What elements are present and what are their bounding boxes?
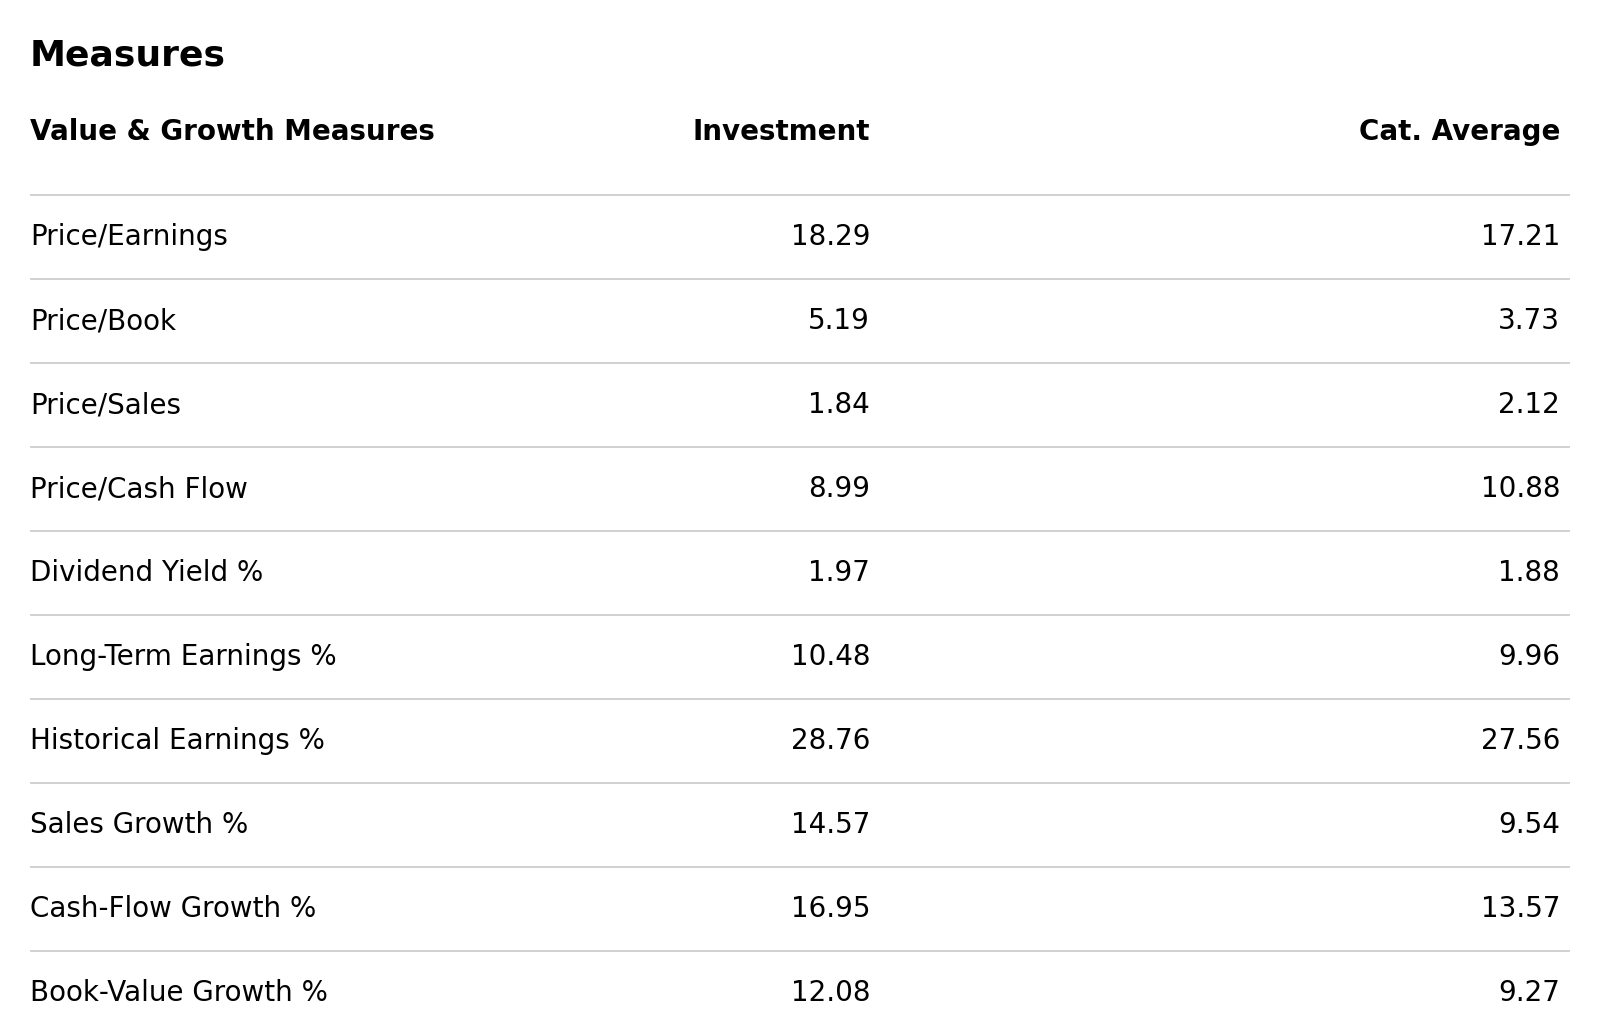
- Text: 9.96: 9.96: [1498, 643, 1560, 671]
- Text: 8.99: 8.99: [808, 475, 870, 503]
- Text: 1.84: 1.84: [808, 392, 870, 419]
- Text: 9.54: 9.54: [1498, 811, 1560, 839]
- Text: 1.97: 1.97: [808, 559, 870, 587]
- Text: 28.76: 28.76: [790, 727, 870, 755]
- Text: 14.57: 14.57: [790, 811, 870, 839]
- Text: Cat. Average: Cat. Average: [1358, 118, 1560, 146]
- Text: 2.12: 2.12: [1498, 392, 1560, 419]
- Text: Cash-Flow Growth %: Cash-Flow Growth %: [30, 895, 317, 924]
- Text: 17.21: 17.21: [1480, 223, 1560, 251]
- Text: 12.08: 12.08: [790, 979, 870, 1007]
- Text: 18.29: 18.29: [790, 223, 870, 251]
- Text: Long-Term Earnings %: Long-Term Earnings %: [30, 643, 336, 671]
- Text: 1.88: 1.88: [1498, 559, 1560, 587]
- Text: Price/Book: Price/Book: [30, 307, 176, 335]
- Text: 9.27: 9.27: [1498, 979, 1560, 1007]
- Text: Value & Growth Measures: Value & Growth Measures: [30, 118, 435, 146]
- Text: Book-Value Growth %: Book-Value Growth %: [30, 979, 328, 1007]
- Text: Historical Earnings %: Historical Earnings %: [30, 727, 325, 755]
- Text: 10.88: 10.88: [1480, 475, 1560, 503]
- Text: 10.48: 10.48: [790, 643, 870, 671]
- Text: Price/Cash Flow: Price/Cash Flow: [30, 475, 248, 503]
- Text: Investment: Investment: [693, 118, 870, 146]
- Text: 13.57: 13.57: [1480, 895, 1560, 924]
- Text: Price/Sales: Price/Sales: [30, 392, 181, 419]
- Text: 3.73: 3.73: [1498, 307, 1560, 335]
- Text: 5.19: 5.19: [808, 307, 870, 335]
- Text: Sales Growth %: Sales Growth %: [30, 811, 248, 839]
- Text: 16.95: 16.95: [790, 895, 870, 924]
- Text: Dividend Yield %: Dividend Yield %: [30, 559, 264, 587]
- Text: Price/Earnings: Price/Earnings: [30, 223, 227, 251]
- Text: Measures: Measures: [30, 38, 226, 72]
- Text: 27.56: 27.56: [1480, 727, 1560, 755]
